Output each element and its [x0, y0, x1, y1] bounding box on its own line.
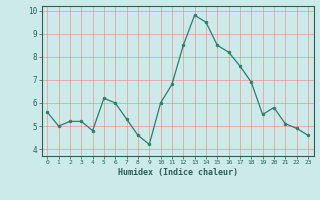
X-axis label: Humidex (Indice chaleur): Humidex (Indice chaleur): [118, 168, 237, 177]
